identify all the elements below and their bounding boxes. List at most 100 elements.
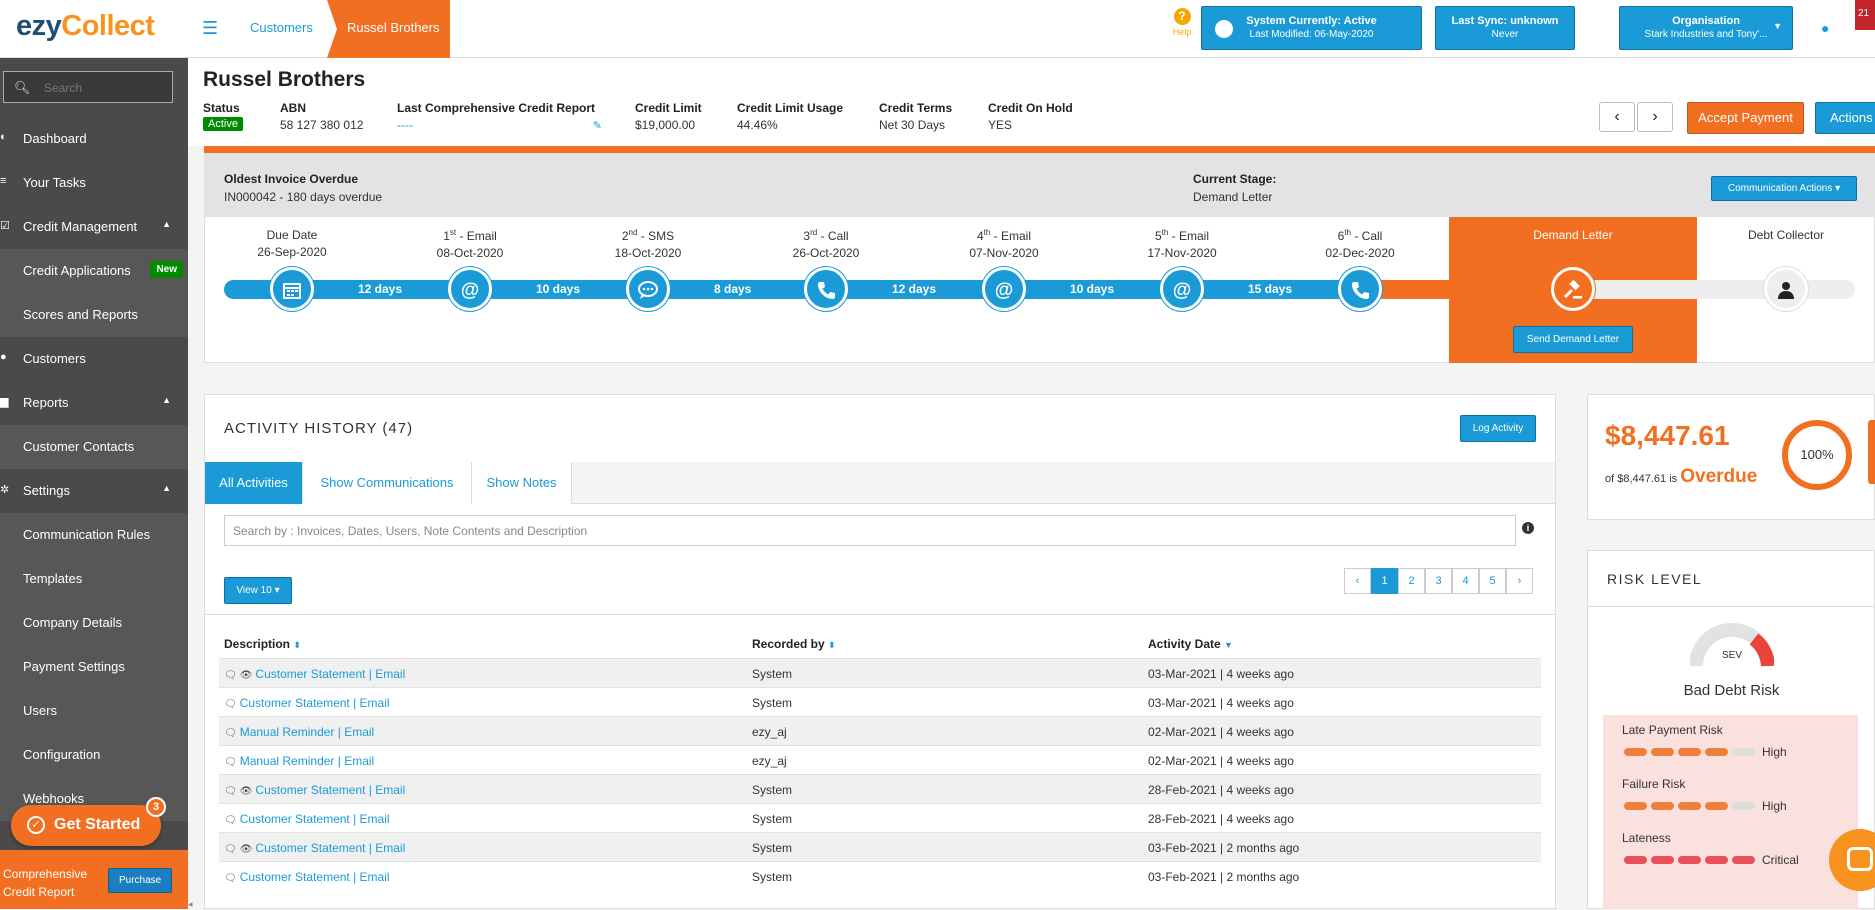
activity-link[interactable]: Customer Statement | Email: [255, 667, 406, 681]
sort-icon: ⬍: [293, 640, 301, 650]
communication-actions-button[interactable]: Communication Actions ▾: [1711, 176, 1857, 201]
prev-customer-button[interactable]: ‹: [1599, 102, 1635, 132]
chat-button[interactable]: [1829, 829, 1875, 891]
sync-status-box[interactable]: Last Sync: unknown Never: [1435, 6, 1575, 50]
activity-link[interactable]: Customer Statement | Email: [239, 812, 390, 826]
sidebar-item-scores-and-reports[interactable]: Scores and Reports: [0, 293, 188, 337]
oldest-invoice-label: Oldest Invoice Overdue: [224, 172, 359, 186]
activity-search-input[interactable]: Search by : Invoices, Dates, Users, Note…: [224, 515, 1516, 546]
send-demand-letter-button[interactable]: Send Demand Letter: [1513, 326, 1633, 353]
chevron-right-icon: ›: [1652, 108, 1658, 125]
table-row[interactable]: 🗨︎ 👁︎ Customer Statement | Email System 03-F…: [219, 832, 1541, 861]
page-button[interactable]: 1: [1371, 568, 1398, 594]
cogs-icon: ✲: [0, 484, 10, 496]
menu-toggle-icon[interactable]: ☰: [202, 18, 219, 38]
info-icon[interactable]: i: [1522, 522, 1534, 534]
help-icon: ?: [1173, 8, 1191, 25]
activity-link[interactable]: Manual Reminder | Email: [239, 754, 375, 768]
comments-icon: 🗨︎: [224, 757, 237, 768]
sidebar-item-reports[interactable]: ▆ Reports ▲: [0, 381, 188, 425]
risk-gauge: SEV: [1689, 622, 1775, 671]
phone-stage-icon[interactable]: [1338, 267, 1382, 311]
scroll-left-icon[interactable]: ◂: [188, 899, 193, 909]
gavel-stage-icon[interactable]: [1551, 267, 1595, 311]
tab-all-activities[interactable]: All Activities: [205, 462, 303, 504]
activity-link[interactable]: Manual Reminder | Email: [239, 725, 375, 739]
page-button[interactable]: 4: [1452, 568, 1479, 594]
stage-label: 5th - Email: [1154, 228, 1210, 243]
sidebar-item-customers[interactable]: ● Customers: [0, 337, 188, 381]
actions-button[interactable]: Actions: [1815, 102, 1875, 134]
get-started-button[interactable]: ✓ Get Started 3: [11, 797, 166, 846]
table-row[interactable]: 🗨︎ Customer Statement | Email System 03-Mar…: [219, 687, 1541, 716]
organisation-select[interactable]: Organisation Stark Industries and Tony'..…: [1619, 6, 1793, 50]
sidebar-item-templates[interactable]: Templates: [0, 557, 188, 601]
table-row[interactable]: 🗨︎ Manual Reminder | Email ezy_aj 02-Mar-20…: [219, 716, 1541, 745]
comments-icon: 🗨︎: [224, 699, 237, 710]
log-activity-button[interactable]: Log Activity: [1460, 415, 1536, 442]
sidebar-item-label: Your Tasks: [23, 175, 86, 190]
sidebar-item-dashboard[interactable]: ◐ Dashboard: [0, 117, 188, 161]
logo[interactable]: ezyCollect: [0, 0, 188, 58]
table-row[interactable]: 🗨︎ Customer Statement | Email System 03-Feb…: [219, 861, 1541, 890]
eye-icon: 👁︎: [239, 844, 253, 855]
activity-link[interactable]: Customer Statement | Email: [255, 783, 406, 797]
stage-date: 07-Nov-2020: [969, 246, 1039, 260]
activity-date: 28-Feb-2021 | 4 weeks ago: [1148, 783, 1294, 797]
activity-link[interactable]: Customer Statement | Email: [255, 841, 406, 855]
system-status-box[interactable]: System Currently: Active Last Modified: 0…: [1201, 6, 1422, 50]
purchase-button[interactable]: Purchase: [108, 868, 173, 893]
panel-edge-tab[interactable]: [1868, 420, 1875, 484]
page-next-button[interactable]: ›: [1506, 568, 1533, 594]
at-stage-icon[interactable]: @: [1160, 267, 1204, 311]
sidebar-item-company-details[interactable]: Company Details: [0, 601, 188, 645]
sidebar-item-communication-rules[interactable]: Communication Rules: [0, 513, 188, 557]
status-toggle-icon[interactable]: [1215, 20, 1233, 38]
notification-badge[interactable]: 21: [1855, 0, 1875, 30]
column-activity-date[interactable]: Activity Date ▼: [1148, 637, 1233, 651]
person-stage-icon[interactable]: [1764, 267, 1808, 311]
sidebar-item-payment-settings[interactable]: Payment Settings: [0, 645, 188, 689]
activity-link[interactable]: Customer Statement | Email: [239, 870, 390, 884]
tab-show-notes[interactable]: Show Notes: [472, 462, 572, 504]
column-recorded-by[interactable]: Recorded by ⬍: [752, 637, 836, 651]
search-box[interactable]: 🔍︎ Search: [3, 71, 173, 103]
table-row[interactable]: 🗨︎ Customer Statement | Email System 28-Feb…: [219, 803, 1541, 832]
table-row[interactable]: 🗨︎ 👁︎ Customer Statement | Email System 28-F…: [219, 774, 1541, 803]
user-icon[interactable]: ●: [1821, 20, 1830, 36]
svg-text:@: @: [461, 280, 480, 301]
risk-item-label: Lateness: [1622, 831, 1671, 845]
sidebar-item-customer-contacts[interactable]: Customer Contacts: [0, 425, 188, 469]
sidebar-item-settings[interactable]: ✲ Settings ▲: [0, 469, 188, 513]
view-count-select[interactable]: View 10 ▾: [224, 577, 292, 604]
stage-date: 08-Oct-2020: [436, 246, 504, 260]
sidebar-item-users[interactable]: Users: [0, 689, 188, 733]
at-stage-icon[interactable]: @: [448, 267, 492, 311]
page-button[interactable]: 2: [1398, 568, 1425, 594]
tab-show-communications[interactable]: Show Communications: [303, 462, 472, 504]
accept-payment-button[interactable]: Accept Payment: [1687, 102, 1804, 134]
phone-icon: [815, 282, 837, 304]
calendar-stage-icon[interactable]: [270, 267, 314, 311]
sidebar-item-label: Customer Contacts: [23, 439, 135, 454]
page-prev-button[interactable]: ‹: [1344, 568, 1371, 594]
at-stage-icon[interactable]: @: [982, 267, 1026, 311]
breadcrumb-customers[interactable]: Customers: [250, 20, 313, 35]
sidebar-item-configuration[interactable]: Configuration: [0, 733, 188, 777]
help-button[interactable]: ? Help: [1172, 8, 1192, 37]
edit-icon[interactable]: ✎: [592, 120, 602, 132]
page-button[interactable]: 3: [1425, 568, 1452, 594]
table-row[interactable]: 🗨︎ 👁︎ Customer Statement | Email System 03-M…: [219, 658, 1541, 687]
page-button[interactable]: 5: [1479, 568, 1506, 594]
activity-link[interactable]: Customer Statement | Email: [239, 696, 390, 710]
phone-stage-icon[interactable]: [804, 267, 848, 311]
next-customer-button[interactable]: ›: [1637, 102, 1673, 132]
sidebar-item-your-tasks[interactable]: ≡ Your Tasks: [0, 161, 188, 205]
search-input[interactable]: Search: [44, 81, 83, 95]
sidebar-item-credit-applications[interactable]: Credit Applications New: [0, 249, 188, 293]
table-row[interactable]: 🗨︎ Manual Reminder | Email ezy_aj 02-Mar-20…: [219, 745, 1541, 774]
sidebar-item-credit-management[interactable]: ☑ Credit Management ▲: [0, 205, 188, 249]
column-description[interactable]: Description ⬍: [224, 637, 301, 651]
sms-stage-icon[interactable]: [626, 267, 670, 311]
sidebar-item-label: Dashboard: [23, 131, 87, 146]
